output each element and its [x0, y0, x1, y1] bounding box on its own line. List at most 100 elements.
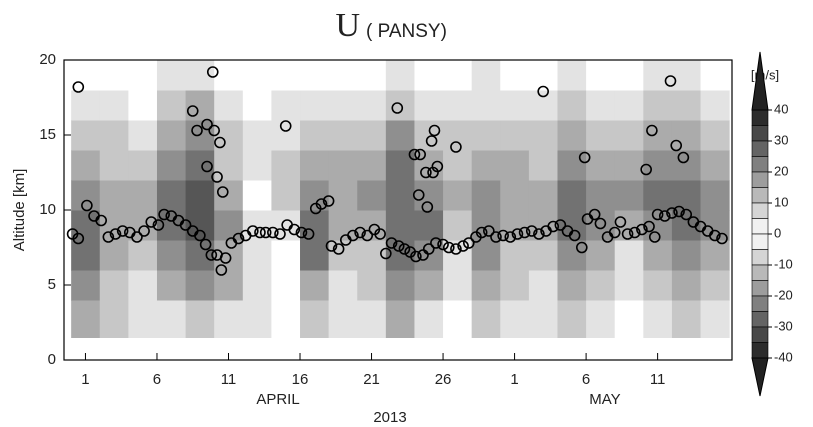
heatmap-cell: [242, 90, 272, 121]
heatmap-cell: [614, 120, 644, 151]
tropopause-marker: [651, 208, 664, 221]
heatmap-cell: [242, 150, 272, 181]
heatmap-cell: [643, 210, 673, 241]
tropopause-marker: [138, 225, 150, 237]
heatmap-cell: [328, 90, 358, 121]
heatmap-cell: [71, 120, 101, 151]
heatmap-cell: [586, 90, 616, 121]
heatmap-cell: [271, 150, 301, 181]
tropopause-marker: [621, 228, 634, 240]
heatmap-cell: [71, 60, 101, 91]
heatmap-cell: [156, 300, 187, 338]
heatmap-cell: [500, 240, 530, 271]
tropopause-marker: [414, 148, 426, 161]
heatmap-cell: [271, 180, 301, 211]
tropopause-marker: [646, 124, 658, 137]
heatmap-cell: [500, 180, 530, 211]
heatmap-cell: [643, 120, 673, 151]
tropopause-marker: [254, 226, 266, 239]
heatmap-cell: [271, 60, 301, 91]
heatmap-cell: [471, 60, 501, 91]
heatmap-cell: [671, 60, 702, 91]
heatmap-cell: [328, 270, 358, 301]
heatmap-cell: [300, 300, 330, 338]
heatmap-cell: [414, 90, 444, 121]
tropopause-marker: [179, 219, 192, 231]
heatmap-cell: [671, 240, 702, 271]
heatmap-cell: [500, 60, 530, 91]
heatmap-cell: [586, 240, 616, 271]
heatmap-cell: [443, 300, 473, 338]
month-label: MAY: [589, 391, 620, 408]
tropopause-marker: [191, 124, 203, 137]
heatmap-cell: [528, 60, 558, 91]
x-tick-label: 16: [292, 371, 309, 388]
heatmap-cell: [357, 150, 387, 181]
tropopause-marker: [497, 229, 509, 242]
tropopause-marker: [568, 229, 581, 242]
tropopause-marker: [636, 223, 648, 236]
heatmap-cell: [156, 90, 187, 121]
heatmap-cell: [99, 150, 129, 181]
heatmap-cell: [414, 180, 444, 211]
heatmap-cell: [214, 210, 244, 241]
heatmap-cell: [528, 270, 558, 301]
heatmap-cell: [271, 270, 301, 301]
heatmap-cell: [300, 120, 330, 151]
tropopause-marker: [322, 195, 335, 207]
heatmap-cell: [614, 180, 644, 211]
tropopause-marker: [450, 141, 462, 153]
tropopause-marker: [219, 252, 232, 264]
y-tick-label: 15: [39, 126, 56, 143]
heatmap-cell: [586, 150, 616, 181]
tropopause-marker: [457, 240, 469, 252]
tropopause-marker: [588, 208, 601, 221]
heatmap-cell: [328, 300, 358, 338]
tropopause-marker: [247, 225, 259, 237]
colorbar-extend-bottom: [751, 357, 769, 397]
tropopause-marker: [490, 231, 502, 243]
tropopause-marker: [554, 219, 567, 231]
tropopause-marker: [81, 199, 93, 212]
tropopause-marker: [537, 85, 549, 98]
heatmap-cell: [242, 270, 272, 301]
colorbar-band: [751, 311, 769, 328]
tropopause-marker: [673, 205, 685, 218]
colorbar-band: [751, 125, 769, 142]
heatmap-cell: [528, 120, 558, 151]
heatmap-cell: [328, 180, 358, 211]
heatmap-cell: [528, 180, 558, 211]
tropopause-marker: [380, 247, 392, 260]
tropopause-marker: [72, 232, 85, 245]
colorbar-band: [751, 109, 769, 126]
heatmap-cell: [643, 300, 673, 338]
tropopause-marker: [533, 228, 545, 240]
heatmap-cell: [128, 60, 158, 91]
heatmap-cell: [700, 60, 730, 91]
heatmap-cell: [614, 150, 644, 181]
tropopause-marker: [428, 124, 441, 137]
tropopause-marker: [385, 237, 398, 249]
tropopause-marker: [131, 231, 143, 243]
heatmap-cell: [242, 240, 272, 271]
heatmap-cell: [128, 180, 158, 211]
heatmap-cell: [557, 150, 587, 181]
heatmap-cell: [443, 180, 473, 211]
heatmap-cell: [557, 90, 587, 121]
tropopause-marker: [201, 160, 213, 173]
heatmap-cell: [185, 60, 215, 91]
heatmap-cell: [385, 210, 415, 241]
heatmap-cell: [300, 270, 330, 301]
heatmap-cell: [128, 150, 158, 181]
tropopause-marker: [442, 241, 455, 254]
heatmap-cell: [328, 60, 358, 91]
tropopause-marker: [199, 238, 212, 251]
heatmap-cell: [414, 270, 444, 301]
heatmap-cell: [614, 240, 644, 271]
tropopause-marker: [325, 240, 338, 252]
heatmap-cell: [614, 90, 644, 121]
heatmap-cell: [443, 210, 473, 241]
colorbar-band: [751, 187, 769, 204]
heatmap-cell: [156, 240, 187, 271]
heatmap-cell: [500, 120, 530, 151]
